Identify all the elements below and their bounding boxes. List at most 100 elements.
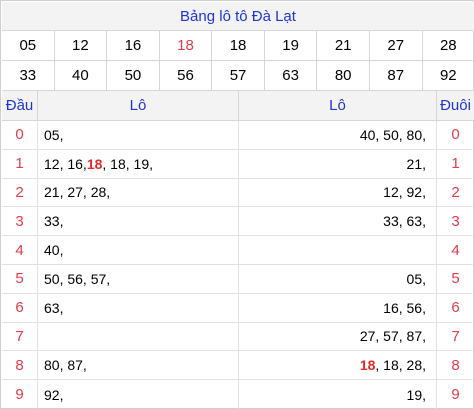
lo-number-text: 19,: [406, 386, 426, 403]
dau-digit: 7: [2, 322, 38, 351]
number-cell: 50: [107, 61, 160, 90]
number-cell-highlight: 18: [160, 31, 213, 60]
lo-number-text: 21, 27, 28,: [44, 184, 111, 201]
dau-digit: 0: [2, 121, 38, 149]
lo-number-text: 12, 16,: [44, 155, 87, 172]
duoi-digit: 6: [451, 299, 460, 317]
lo-number-text: 33, 63,: [383, 213, 426, 230]
lo-number-text: 12, 92,: [383, 184, 426, 201]
dau-digit: 4: [2, 236, 38, 264]
table-row: 1 12, 16, 18, 18, 19, 21, 1: [2, 149, 474, 179]
lo-left-cell: 40,: [38, 236, 239, 264]
numbers-grid: 05 12 16 18 18 19 21 27 28 33 40 50 56 5…: [2, 31, 474, 91]
numbers-row-2: 33 40 50 56 57 63 80 87 92: [2, 61, 474, 91]
lo-number-text: 40, 50, 80,: [359, 126, 426, 143]
lo-left-cell: 92,: [38, 380, 239, 409]
lo-number-text: 27, 57, 87,: [359, 328, 426, 345]
lo-number-text: 92,: [44, 386, 64, 403]
lo-right-cell: 33, 63,: [239, 207, 437, 236]
dau-digit: 3: [2, 207, 38, 236]
lo-number-text: 80, 87,: [44, 357, 87, 374]
table-header: Đầu Lô Lô Đuôi: [2, 91, 474, 121]
header-lo-right: Lô: [239, 91, 437, 120]
lo-left-cell: 21, 27, 28,: [38, 178, 239, 207]
dau-digit: 2: [2, 178, 38, 207]
table-row: 4 40, 4: [2, 236, 474, 265]
number-cell: 63: [265, 61, 318, 90]
lo-left-cell: 12, 16, 18, 18, 19,: [38, 149, 239, 178]
dau-digit: 5: [2, 264, 38, 293]
numbers-row-1: 05 12 16 18 18 19 21 27 28: [2, 31, 474, 61]
lo-number-text: 40,: [44, 242, 64, 259]
number-cell: 33: [2, 61, 55, 90]
lo-number-text: 63,: [44, 299, 64, 316]
duoi-digit: 2: [451, 183, 460, 201]
number-cell: 18: [212, 31, 265, 60]
lo-right-cell: 21,: [239, 149, 437, 178]
duoi-digit: 1: [451, 155, 460, 173]
number-cell: 57: [212, 61, 265, 90]
lo-number-text: 05,: [406, 270, 426, 287]
lo-number-text: , 18, 28,: [375, 357, 426, 374]
lo-number-highlight: 18: [359, 357, 376, 374]
lo-number-text: 05,: [44, 126, 64, 143]
table-row: 9 92, 19, 9: [2, 380, 474, 409]
lo-right-cell: 16, 56,: [239, 293, 437, 322]
lo-right-cell: 12, 92,: [239, 178, 437, 207]
table-row: 0 05, 40, 50, 80, 0: [2, 121, 474, 150]
lo-left-cell: [38, 322, 239, 351]
dau-digit: 6: [2, 293, 38, 322]
dau-digit: 1: [2, 149, 38, 178]
lo-left-cell: 50, 56, 57,: [38, 264, 239, 293]
table-row: 8 80, 87, 18, 18, 28, 8: [2, 351, 474, 381]
table-row: 3 33, 33, 63, 3: [2, 207, 474, 237]
number-cell: 21: [317, 31, 370, 60]
lo-right-cell: 05,: [239, 264, 437, 293]
lo-number-text: 50, 56, 57,: [44, 270, 111, 287]
lo-right-cell: 19,: [239, 380, 437, 409]
table-row: 6 63, 16, 56, 6: [2, 293, 474, 323]
number-cell: 12: [55, 31, 108, 60]
lo-number-text: 33,: [44, 213, 64, 230]
lo-number-text: 16, 56,: [383, 299, 426, 316]
header-dau: Đầu: [2, 91, 38, 120]
lo-left-cell: 80, 87,: [38, 351, 239, 380]
dau-digit: 8: [2, 351, 38, 380]
number-cell: 87: [370, 61, 423, 90]
lo-left-cell: 33,: [38, 207, 239, 236]
lo-right-cell: 27, 57, 87,: [239, 322, 437, 351]
duoi-digit: 4: [451, 241, 460, 259]
lo-right-cell: [239, 236, 437, 264]
table-row: 2 21, 27, 28, 12, 92, 2: [2, 178, 474, 208]
duoi-digit: 7: [451, 327, 460, 345]
number-cell: 27: [370, 31, 423, 60]
lo-right-cell: 18, 18, 28,: [239, 351, 437, 380]
lo-number-text: 21,: [406, 155, 426, 172]
lo-left-cell: 05,: [38, 121, 239, 149]
table-row: 5 50, 56, 57, 05, 5: [2, 264, 474, 294]
number-cell: 05: [2, 31, 55, 60]
duoi-digit: 3: [451, 212, 460, 230]
number-cell: 40: [55, 61, 108, 90]
lo-number-highlight: 18: [86, 155, 103, 172]
number-cell: 92: [439, 67, 457, 84]
number-cell: 19: [265, 31, 318, 60]
lo-number-text: , 18, 19,: [102, 155, 153, 172]
lo-right-cell: 40, 50, 80,: [239, 121, 437, 149]
duoi-digit: 0: [451, 126, 460, 144]
duoi-digit: 5: [451, 270, 460, 288]
header-lo-left: Lô: [38, 91, 239, 120]
duoi-digit: 9: [451, 386, 460, 404]
table-body: 0 05, 40, 50, 80, 0 1 12, 16, 18, 18, 19, 21, 1…: [2, 121, 474, 409]
duoi-digit: 8: [451, 356, 460, 374]
number-cell: 16: [107, 31, 160, 60]
lo-left-cell: 63,: [38, 293, 239, 322]
number-cell: 56: [160, 61, 213, 90]
page-title: Bảng lô tô Đà Lạt: [2, 2, 474, 31]
header-duoi: Đuôi: [440, 97, 471, 114]
number-cell: 80: [317, 61, 370, 90]
table-row: 7 27, 57, 87, 7: [2, 322, 474, 352]
number-cell: 28: [439, 37, 457, 54]
dau-digit: 9: [2, 380, 38, 409]
